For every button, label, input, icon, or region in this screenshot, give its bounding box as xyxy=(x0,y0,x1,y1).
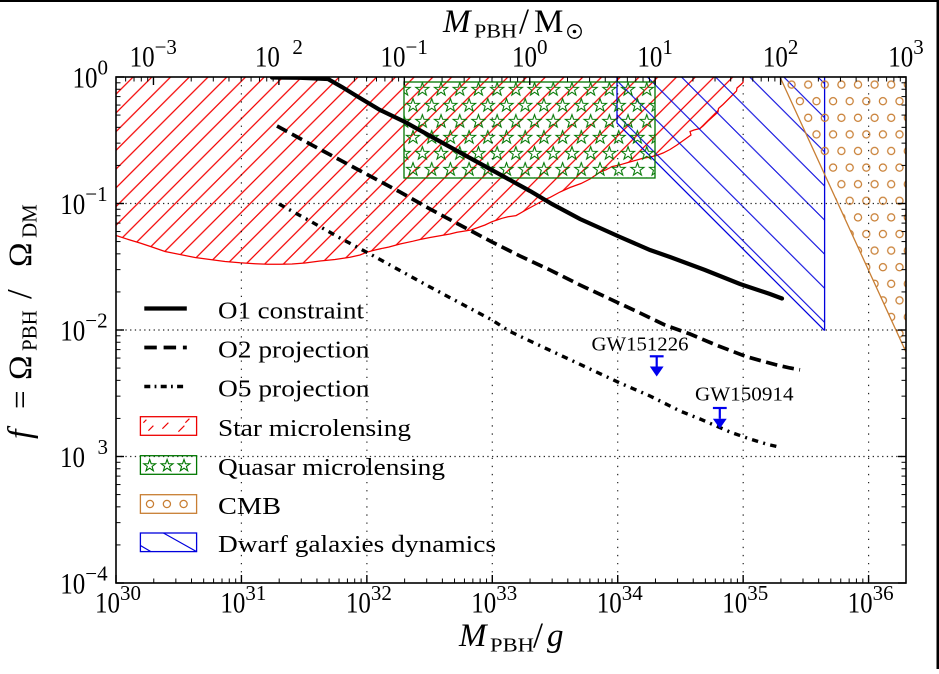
svg-text:M: M xyxy=(458,618,488,654)
svg-text:10: 10 xyxy=(763,41,788,74)
svg-text:Star microlensing: Star microlensing xyxy=(218,416,411,442)
svg-text:−1: −1 xyxy=(406,35,428,59)
svg-text:Quasar microlensing: Quasar microlensing xyxy=(218,455,445,481)
svg-text:10: 10 xyxy=(848,587,873,620)
svg-text:−1: −1 xyxy=(85,182,107,206)
svg-text:3: 3 xyxy=(98,435,109,459)
svg-text:−4: −4 xyxy=(85,562,108,586)
svg-text:/: / xyxy=(0,289,39,299)
svg-text:2: 2 xyxy=(292,35,303,59)
svg-text:10: 10 xyxy=(60,188,85,221)
svg-text:10: 10 xyxy=(60,315,85,348)
svg-text:10: 10 xyxy=(60,568,85,601)
svg-text:g: g xyxy=(547,618,564,654)
svg-text:31: 31 xyxy=(245,581,266,605)
svg-text:10: 10 xyxy=(255,41,280,74)
svg-text:O1 constraint: O1 constraint xyxy=(218,298,364,324)
svg-text:30: 30 xyxy=(120,581,141,605)
svg-text:10: 10 xyxy=(346,587,371,620)
svg-text:Ω: Ω xyxy=(3,355,39,380)
svg-text:35: 35 xyxy=(747,581,768,605)
svg-text:PBH: PBH xyxy=(18,310,42,351)
svg-text:10: 10 xyxy=(130,41,155,74)
svg-text:−3: −3 xyxy=(155,35,177,59)
svg-text:0: 0 xyxy=(98,56,109,80)
svg-text:O5 projection: O5 projection xyxy=(218,376,370,402)
svg-text:32: 32 xyxy=(371,581,392,605)
svg-text:O2 projection: O2 projection xyxy=(218,337,370,363)
svg-text:GW151226: GW151226 xyxy=(592,334,689,356)
svg-text:3: 3 xyxy=(913,35,924,59)
svg-text:=: = xyxy=(3,390,39,409)
svg-text:10: 10 xyxy=(512,41,537,74)
svg-text:PBH: PBH xyxy=(474,21,517,43)
svg-text:M: M xyxy=(442,4,472,40)
svg-text:PBH: PBH xyxy=(490,635,534,657)
svg-text:Dwarf galaxies dynamics: Dwarf galaxies dynamics xyxy=(218,532,496,558)
svg-text:CMB: CMB xyxy=(218,494,281,520)
svg-text:10: 10 xyxy=(220,587,245,620)
svg-text:/: / xyxy=(519,1,529,41)
svg-text:Ω: Ω xyxy=(3,242,39,267)
svg-text:1: 1 xyxy=(662,35,673,59)
svg-text:36: 36 xyxy=(873,581,894,605)
svg-text:10: 10 xyxy=(637,41,662,74)
svg-text:DM: DM xyxy=(18,204,42,238)
svg-text:10: 10 xyxy=(73,62,98,95)
svg-text:10: 10 xyxy=(95,587,120,620)
svg-text:/: / xyxy=(533,615,543,655)
svg-text:34: 34 xyxy=(622,581,644,605)
svg-text:10: 10 xyxy=(722,587,747,620)
svg-text:10: 10 xyxy=(888,41,913,74)
svg-text:10: 10 xyxy=(60,441,85,474)
svg-text:33: 33 xyxy=(496,581,517,605)
svg-text:2: 2 xyxy=(788,35,799,59)
svg-text:10: 10 xyxy=(381,41,406,74)
svg-text:GW150914: GW150914 xyxy=(695,384,794,406)
svg-text:M: M xyxy=(534,4,563,40)
svg-text:10: 10 xyxy=(597,587,622,620)
svg-text:10: 10 xyxy=(471,587,496,620)
svg-text:−2: −2 xyxy=(85,309,107,333)
